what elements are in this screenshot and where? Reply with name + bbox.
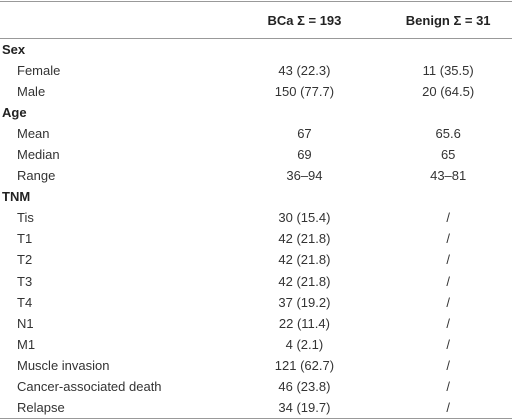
data-row: Median 69 65: [0, 144, 512, 165]
cell-value: 67: [297, 125, 312, 141]
cell-value: 42 (21.8): [278, 252, 331, 268]
data-row: Range 36–94 43–81: [0, 165, 512, 186]
data-row: T4 37 (19.2) /: [0, 292, 512, 313]
cell-value: /: [446, 399, 450, 415]
cell-value: /: [446, 273, 450, 289]
section-title: Sex: [2, 41, 26, 57]
cell-value: 22 (11.4): [278, 315, 330, 331]
cell-value: 65.6: [435, 125, 461, 141]
row-label: Cancer-associated death: [17, 379, 162, 395]
row-label: Mean: [17, 125, 50, 141]
section-title: Age: [2, 104, 27, 120]
cell-value: 37 (19.2): [278, 294, 331, 310]
section-row: Sex: [0, 39, 512, 60]
cell-value: 46 (23.8): [278, 379, 331, 395]
cell-value: /: [446, 210, 450, 226]
row-label: Muscle invasion: [17, 357, 110, 373]
row-label: T3: [17, 273, 33, 289]
header-row: BCa Σ = 193 Benign Σ = 31: [0, 1, 512, 39]
header-cell: Benign Σ = 31: [405, 12, 491, 28]
table-body: Sex Female 43 (22.3) 11 (35.5) Male 150 (77.7…: [0, 39, 512, 419]
data-row: N1 22 (11.4) /: [0, 313, 512, 334]
cell-value: 43–81: [430, 168, 467, 184]
data-row: Male 150 (77.7) 20 (64.5): [0, 81, 512, 102]
cell-value: 42 (21.8): [278, 231, 331, 247]
data-row: M1 4 (2.1) /: [0, 334, 512, 355]
row-label: T1: [17, 231, 33, 247]
data-row: T1 42 (21.8) /: [0, 228, 512, 249]
header-cell: BCa Σ = 193: [267, 12, 342, 28]
cell-value: /: [446, 252, 450, 268]
row-label: T4: [17, 294, 33, 310]
data-row: Tis 30 (15.4) /: [0, 207, 512, 228]
cell-value: 4 (2.1): [285, 336, 324, 352]
cell-value: /: [446, 315, 450, 331]
row-label: Range: [17, 168, 56, 184]
row-label: M1: [17, 336, 36, 352]
data-row: Muscle invasion 121 (62.7) /: [0, 355, 512, 376]
cell-value: 65: [440, 147, 456, 163]
section-row: TNM: [0, 186, 512, 207]
header-cell: [0, 2, 225, 39]
cell-value: 121 (62.7): [274, 357, 335, 373]
cell-value: 30 (15.4): [278, 210, 331, 226]
cell-value: /: [446, 379, 450, 395]
row-label: T2: [17, 252, 33, 268]
cell-value: /: [446, 294, 450, 310]
cell-value: 150 (77.7): [274, 83, 335, 99]
row-label: Male: [17, 83, 46, 99]
cell-value: 20 (64.5): [422, 83, 475, 99]
cell-value: 43 (22.3): [278, 62, 331, 78]
cell-value: /: [446, 336, 450, 352]
data-row: Female 43 (22.3) 11 (35.5): [0, 60, 512, 81]
cell-value: 36–94: [286, 168, 323, 184]
data-row: Cancer-associated death 46 (23.8) /: [0, 376, 512, 397]
section-row: Age: [0, 102, 512, 123]
cell-value: 11 (35.5): [422, 62, 474, 78]
data-row: Mean 67 65.6: [0, 123, 512, 144]
cell-value: /: [446, 231, 450, 247]
row-label: Female: [17, 62, 61, 78]
data-row: T2 42 (21.8) /: [0, 249, 512, 270]
data-row: Relapse 34 (19.7) /: [0, 397, 512, 418]
row-label: N1: [17, 315, 34, 331]
cell-value: 34 (19.7): [278, 399, 331, 415]
cell-value: 69: [297, 147, 312, 163]
row-label: Median: [17, 147, 60, 163]
data-row: T3 42 (21.8) /: [0, 271, 512, 292]
section-title: TNM: [2, 189, 31, 205]
row-label: Relapse: [17, 399, 65, 415]
row-label: Tis: [17, 210, 34, 226]
cell-value: /: [446, 357, 450, 373]
cell-value: 42 (21.8): [278, 273, 331, 289]
